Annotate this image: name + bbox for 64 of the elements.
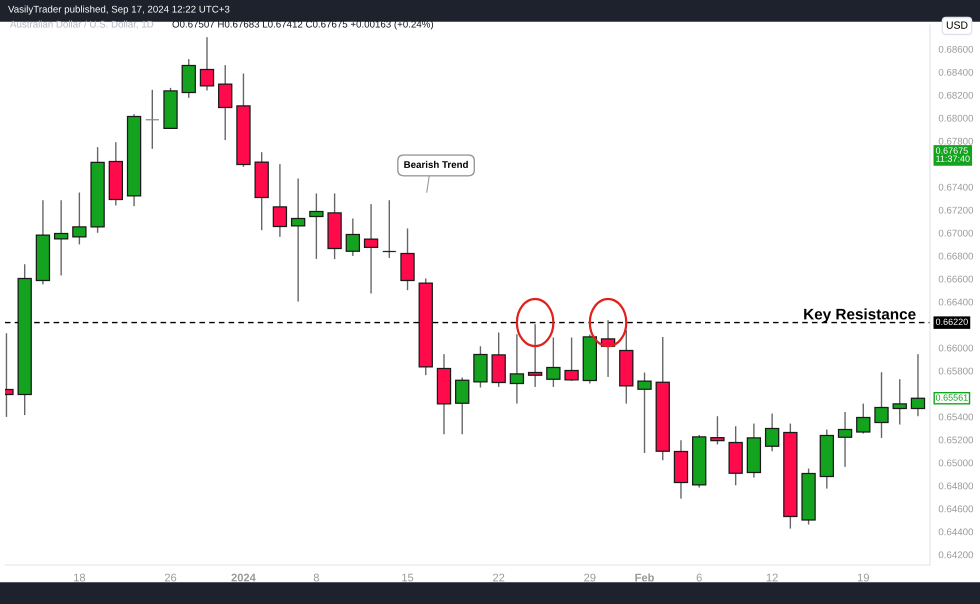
chart-subtitle: O0.67507 H0.67683 L0.67412 C0.67675 +0.00163 (+0.24%) (172, 20, 434, 30)
candlestick (145, 89, 160, 150)
candlestick (200, 36, 214, 92)
candlestick (72, 192, 87, 246)
x-tick-label: 6 (696, 574, 702, 582)
candlestick (564, 336, 579, 382)
candlestick (546, 336, 561, 388)
x-tick-label: 15 (402, 574, 414, 582)
candlestick (455, 376, 470, 435)
x-tick-label: Feb (635, 573, 654, 582)
annotation: Bearish Trend (404, 160, 468, 168)
x-tick-label: 19 (858, 574, 869, 582)
y-tick-label: 0.68000 (938, 114, 974, 122)
y-tick-label: 0.65400 (938, 414, 974, 420)
candlestick (510, 333, 524, 404)
y-tick-label: 0.64600 (938, 505, 974, 512)
candlestick (272, 163, 288, 238)
x-tick-label: 22 (493, 574, 504, 582)
candlestick (218, 64, 232, 141)
x-tick-label: 18 (74, 574, 86, 582)
y-tick-label: 0.66800 (938, 252, 974, 260)
y-tick-label: 0.68400 (938, 68, 974, 76)
y-tick-label: 0.64200 (938, 551, 974, 558)
candlestick (838, 411, 852, 468)
y-tick-label: 0.64800 (938, 482, 974, 490)
text: 0.67675 11:37:40 (936, 147, 970, 162)
text: 0.66220 (936, 318, 968, 325)
y-tick-label: 0.68200 (938, 92, 974, 99)
y-tick-label: 0.65800 (938, 368, 974, 374)
x-tick-label: 2024 (231, 574, 256, 582)
y-tick-label: 0.66400 (938, 298, 974, 306)
chart-title: Australian Dollar / U.S. Dollar, 1D (10, 20, 154, 29)
candlestick (874, 372, 889, 439)
x-tick-label: 26 (164, 574, 176, 582)
y-tick-label: 0.67400 (938, 184, 974, 191)
y-tick-label: 0.68600 (938, 46, 974, 53)
candlestick (764, 412, 780, 452)
candlestick (290, 178, 306, 302)
y-tick-label: 0.65000 (938, 459, 974, 466)
y-tick-label: 0.64400 (938, 528, 974, 536)
y-tick-label: 0.66600 (938, 276, 974, 283)
y-tick-label: 0.65200 (938, 436, 974, 444)
x-tick-label: 29 (584, 574, 596, 582)
y-axis-title: USD (946, 21, 968, 29)
x-tick-label: 8 (314, 574, 319, 582)
candlestick (910, 353, 926, 417)
candlestick (637, 372, 652, 454)
x-tick-label: 12 (766, 574, 778, 582)
candlestick (364, 203, 378, 294)
text: 0.65561 (936, 394, 968, 401)
y-tick-label: 0.66000 (938, 344, 974, 352)
candlestick (528, 323, 542, 388)
candlestick (309, 192, 324, 260)
candlestick (54, 200, 68, 276)
ref-line-label: Key Resistance (804, 308, 916, 323)
text: VasilyTrader published, Sep 17, 2024 12:22 UTC+3 (8, 5, 230, 15)
candlestick (856, 402, 870, 434)
y-tick-label: 0.67800 (938, 138, 974, 145)
y-tick-label: 0.67000 (938, 230, 974, 237)
candlestick (892, 378, 907, 426)
candlestick (382, 200, 396, 259)
candlestick (346, 218, 360, 257)
y-tick-label: 0.67200 (938, 206, 974, 214)
candlestick (710, 416, 725, 446)
